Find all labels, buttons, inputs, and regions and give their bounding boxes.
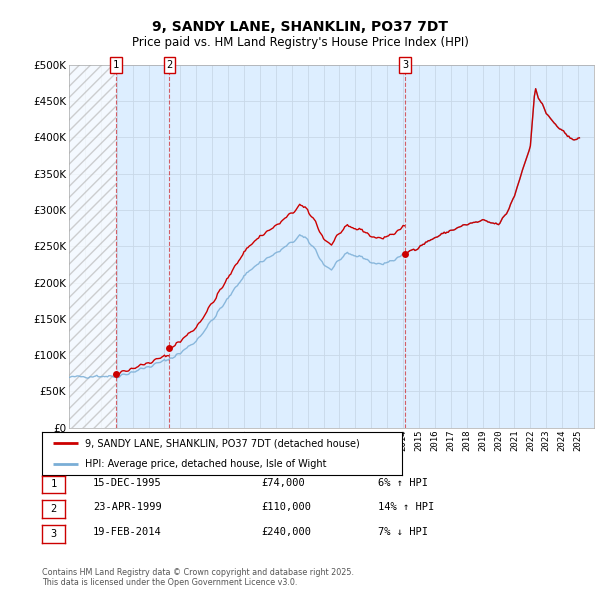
Text: HPI: Average price, detached house, Isle of Wight: HPI: Average price, detached house, Isle… [85,460,326,469]
Text: £240,000: £240,000 [261,527,311,537]
Text: £110,000: £110,000 [261,503,311,512]
Text: 2: 2 [166,60,173,70]
Text: 7% ↓ HPI: 7% ↓ HPI [378,527,428,537]
Text: 1: 1 [50,480,56,489]
Text: Contains HM Land Registry data © Crown copyright and database right 2025.
This d: Contains HM Land Registry data © Crown c… [42,568,354,587]
Text: 19-FEB-2014: 19-FEB-2014 [93,527,162,537]
Text: 9, SANDY LANE, SHANKLIN, PO37 7DT: 9, SANDY LANE, SHANKLIN, PO37 7DT [152,19,448,34]
Text: 14% ↑ HPI: 14% ↑ HPI [378,503,434,512]
Bar [69,65,116,428]
Text: 1: 1 [113,60,119,70]
Text: 6% ↑ HPI: 6% ↑ HPI [378,478,428,487]
Text: £74,000: £74,000 [261,478,305,487]
Text: 9, SANDY LANE, SHANKLIN, PO37 7DT (detached house): 9, SANDY LANE, SHANKLIN, PO37 7DT (detac… [85,438,360,448]
Text: 3: 3 [402,60,408,70]
Text: Price paid vs. HM Land Registry's House Price Index (HPI): Price paid vs. HM Land Registry's House … [131,36,469,49]
Text: 3: 3 [50,529,56,539]
Text: 23-APR-1999: 23-APR-1999 [93,503,162,512]
Text: 2: 2 [50,504,56,514]
Text: 15-DEC-1995: 15-DEC-1995 [93,478,162,487]
